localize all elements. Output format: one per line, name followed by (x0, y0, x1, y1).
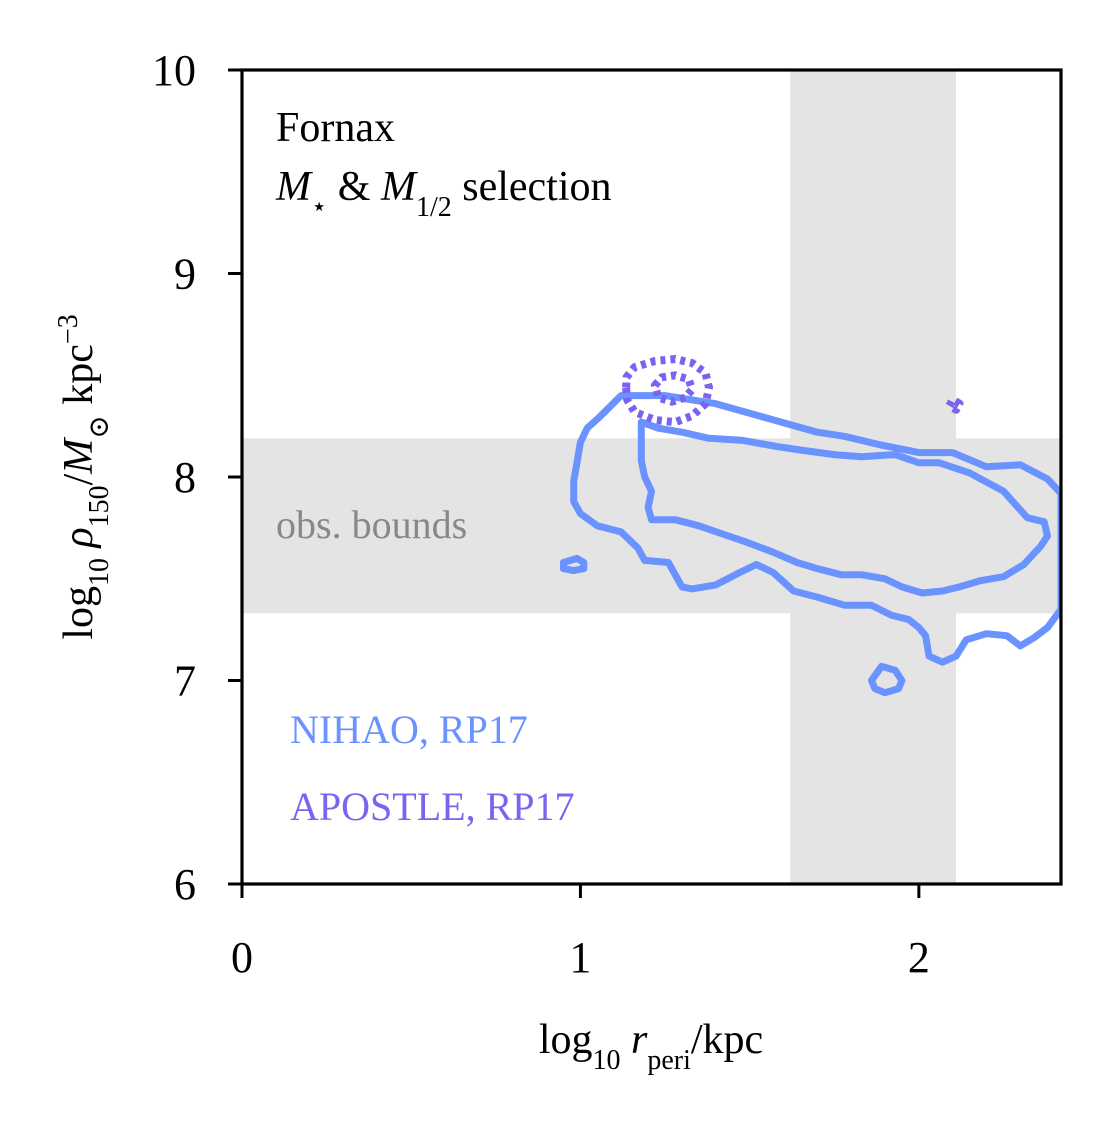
contour-nihao-2 (560, 554, 588, 575)
contour-apostle-2 (945, 395, 964, 414)
y-tick-label: 7 (174, 657, 196, 706)
contour-apostle-0 (622, 355, 713, 427)
obs-bounds-label: obs. bounds (276, 502, 467, 547)
y-axis-label: log10 ρ150/M⊙ kpc−3 (53, 314, 115, 639)
y-tick-label: 8 (174, 453, 196, 502)
y-tick-label: 9 (174, 250, 196, 299)
annotation-fornax: Fornax (276, 105, 395, 151)
y-tick-label: 6 (174, 860, 196, 909)
contour-apostle-1 (650, 371, 697, 406)
obs-bounds-horizontal-band (242, 438, 1061, 614)
legend-entry-nihao: NIHAO, RP17 (290, 707, 528, 752)
contour-nihao-0 (570, 392, 1061, 666)
y-tick-label: 10 (152, 46, 196, 95)
x-axis-label: log10 rperi/kpc (539, 1017, 763, 1076)
contour-nihao-1 (637, 418, 1051, 597)
x-tick-label: 0 (231, 933, 253, 982)
legend-entry-apostle: APOSTLE, RP17 (290, 784, 575, 829)
x-tick-label: 2 (908, 933, 930, 982)
contour-nihao-3 (868, 662, 906, 697)
annotation-selection: M⋆ & M1/2 selection (275, 164, 612, 223)
x-tick-label: 1 (569, 933, 591, 982)
